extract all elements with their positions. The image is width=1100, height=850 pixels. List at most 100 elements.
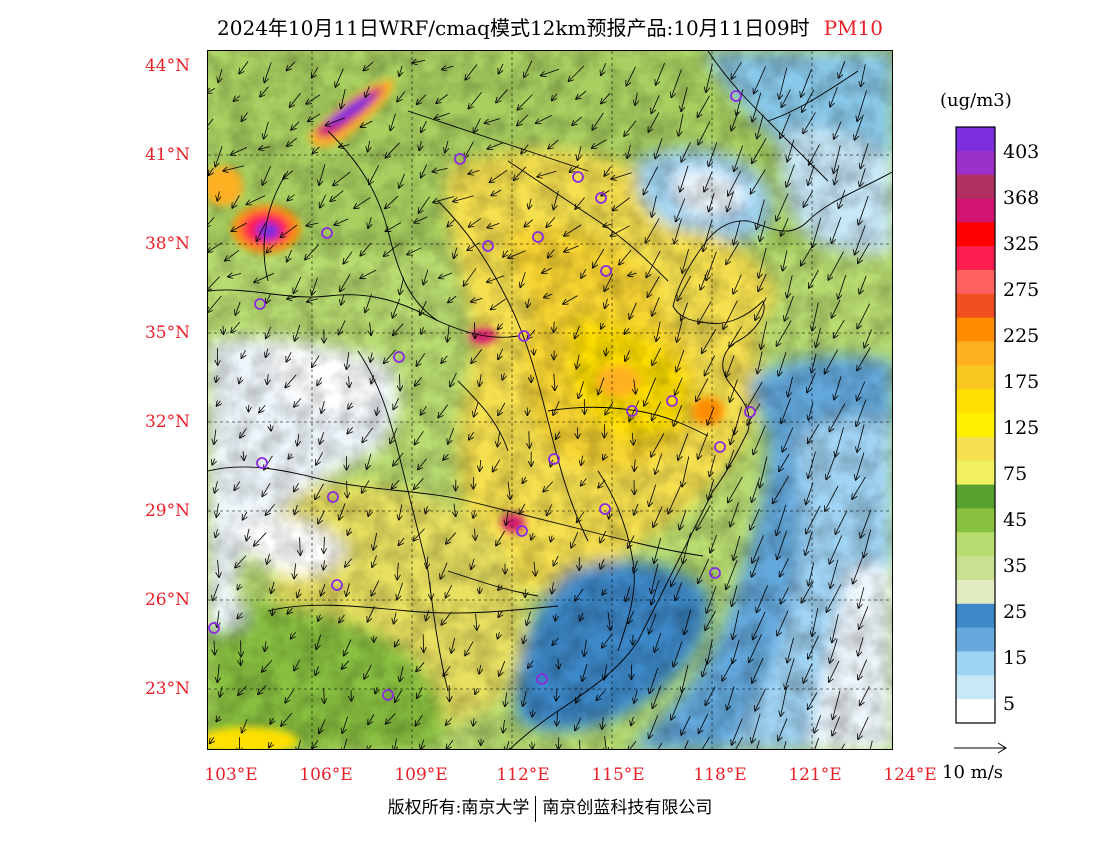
wind-arrow bbox=[681, 87, 688, 111]
wind-arrow bbox=[808, 635, 819, 659]
wind-arrow bbox=[706, 64, 713, 92]
wind-arrow bbox=[702, 658, 709, 676]
wind-arrow bbox=[859, 606, 869, 629]
wind-arrow bbox=[465, 64, 478, 80]
wind-arrow bbox=[258, 685, 267, 695]
wind-arrow bbox=[361, 120, 373, 127]
wind-arrow bbox=[209, 167, 214, 175]
wind-arrow bbox=[816, 327, 821, 347]
wind-arrow bbox=[232, 222, 247, 231]
wind-arrow bbox=[210, 737, 214, 743]
wind-arrow bbox=[342, 716, 348, 733]
wind-arrow bbox=[333, 171, 351, 185]
wind-arrow bbox=[808, 424, 820, 443]
city-marker bbox=[532, 231, 544, 243]
wind-arrow bbox=[628, 273, 637, 276]
wind-arrow bbox=[750, 508, 760, 530]
lon-label-121E: 121°E bbox=[788, 765, 842, 785]
city-marker bbox=[599, 503, 611, 515]
wind-arrow bbox=[506, 741, 509, 749]
wind-arrow bbox=[779, 67, 788, 99]
wind-arrow bbox=[270, 424, 271, 430]
wind-arrow bbox=[736, 89, 744, 115]
wind-arrow bbox=[803, 190, 814, 207]
pm10-concentration-map bbox=[207, 50, 893, 750]
wind-arrow bbox=[684, 740, 689, 749]
wind-arrow bbox=[208, 242, 222, 252]
wind-arrow bbox=[499, 63, 504, 74]
wind-arrow bbox=[808, 451, 816, 478]
wind-arrow bbox=[605, 166, 611, 176]
texture bbox=[208, 51, 892, 749]
wind-arrow bbox=[259, 405, 266, 412]
wind-arrow bbox=[598, 479, 606, 488]
wind-arrow bbox=[812, 217, 822, 248]
wind-arrow bbox=[294, 659, 301, 671]
wind-arrow bbox=[598, 377, 605, 395]
wind-arrow bbox=[534, 561, 536, 576]
wind-arrow bbox=[788, 376, 793, 397]
wind-arrow bbox=[751, 169, 766, 193]
wind-arrow bbox=[223, 165, 244, 171]
wind-arrow bbox=[682, 249, 689, 273]
wind-arrow bbox=[860, 168, 866, 186]
wind-arrow bbox=[441, 611, 452, 625]
wind-arrow bbox=[496, 89, 508, 103]
wind-arrow bbox=[393, 452, 404, 466]
wind-arrow bbox=[858, 195, 869, 225]
wind-scale-label: 10 m/s bbox=[942, 762, 1003, 783]
colorbar-swatch bbox=[956, 603, 995, 628]
wind-arrow bbox=[628, 610, 635, 623]
colorbar-label-75: 75 bbox=[1003, 463, 1028, 485]
wind-arrow bbox=[523, 476, 526, 483]
wind-arrow bbox=[801, 69, 812, 97]
wind-arrow bbox=[676, 198, 686, 222]
wind-arrow bbox=[433, 196, 454, 203]
wind-arrow bbox=[498, 585, 502, 590]
wind-arrow bbox=[552, 93, 557, 101]
wind-arrow bbox=[442, 66, 454, 70]
colorbar-swatch bbox=[956, 532, 995, 557]
wind-arrow bbox=[438, 404, 449, 418]
wind-arrow bbox=[393, 398, 399, 409]
wind-arrow bbox=[601, 190, 610, 196]
wind-arrow bbox=[217, 401, 221, 406]
wind-arrow bbox=[835, 510, 848, 534]
city-marker bbox=[536, 673, 548, 685]
wind-arrow bbox=[575, 197, 585, 209]
wind-arrow bbox=[481, 738, 482, 745]
wind-scale-arrow bbox=[954, 742, 1007, 754]
wind-arrow bbox=[858, 716, 869, 739]
lat-label-23N: 23°N bbox=[144, 679, 190, 699]
wind-arrow bbox=[635, 92, 637, 105]
wind-arrow bbox=[417, 687, 423, 698]
wind-arrow bbox=[857, 90, 867, 121]
wind-arrow bbox=[857, 347, 871, 371]
wind-arrow bbox=[508, 481, 510, 499]
wind-arrow bbox=[553, 401, 560, 415]
wind-arrow bbox=[223, 325, 224, 334]
wind-arrow bbox=[474, 118, 481, 133]
wind-arrow bbox=[604, 664, 607, 680]
wind-arrow bbox=[469, 431, 474, 439]
wind-arrow bbox=[698, 432, 709, 459]
wind-arrow bbox=[474, 402, 479, 417]
wind-arrow bbox=[503, 719, 505, 733]
wind-arrow bbox=[220, 686, 222, 696]
wind-arrow bbox=[710, 534, 717, 553]
wind-arrow bbox=[709, 142, 718, 167]
wind-arrow bbox=[413, 528, 425, 541]
wind-arrow bbox=[651, 95, 660, 113]
wind-arrow bbox=[479, 665, 481, 673]
wind-arrow bbox=[339, 145, 350, 147]
map-canvas bbox=[208, 51, 892, 749]
wind-arrow bbox=[834, 165, 840, 184]
wind-arrow bbox=[390, 427, 398, 443]
wind-arrow bbox=[421, 327, 423, 334]
wind-arrow bbox=[531, 532, 533, 540]
wind-arrow bbox=[439, 272, 453, 278]
wind-arrow bbox=[395, 639, 400, 646]
wind-arrow bbox=[644, 377, 657, 406]
wind-arrow bbox=[264, 62, 272, 82]
wind-arrow bbox=[436, 94, 448, 104]
